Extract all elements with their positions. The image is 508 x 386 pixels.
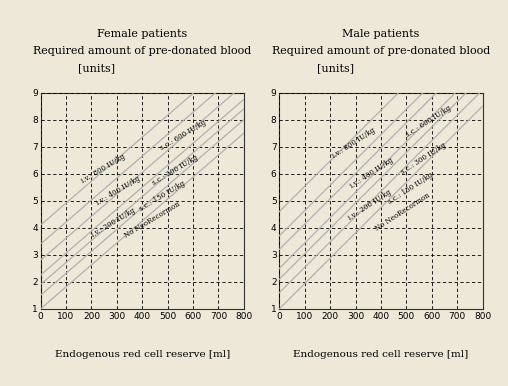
Text: i.v.: 200 IU/kg: i.v.: 200 IU/kg	[90, 206, 137, 239]
Text: s.c.: 600 IU/kg: s.c.: 600 IU/kg	[404, 103, 453, 139]
Text: s.c.: 300 IU/kg: s.c.: 300 IU/kg	[151, 154, 200, 187]
Text: [units]: [units]	[316, 63, 354, 73]
Text: i.v.: 800 IU/kg: i.v.: 800 IU/kg	[80, 152, 126, 185]
Text: Endogenous red cell reserve [ml]: Endogenous red cell reserve [ml]	[55, 350, 230, 359]
Text: Required amount of pre-donated blood: Required amount of pre-donated blood	[33, 46, 251, 56]
Text: Required amount of pre-donated blood: Required amount of pre-donated blood	[272, 46, 490, 56]
Text: s.c.: 150 IU/kg: s.c.: 150 IU/kg	[138, 179, 187, 213]
Text: Female patients: Female patients	[97, 29, 187, 39]
Text: [units]: [units]	[78, 63, 115, 73]
Text: No NeoRecormon: No NeoRecormon	[123, 200, 181, 240]
Text: Male patients: Male patients	[342, 29, 420, 39]
Text: i.v.: 200 IU/kg: i.v.: 200 IU/kg	[346, 188, 392, 222]
Text: No NeoRecormon: No NeoRecormon	[374, 192, 432, 233]
Text: Endogenous red cell reserve [ml]: Endogenous red cell reserve [ml]	[294, 350, 468, 359]
Text: i.v.: 800 IU/kg: i.v.: 800 IU/kg	[331, 126, 377, 160]
Text: s.c.: 150 IU/kg: s.c.: 150 IU/kg	[387, 171, 435, 206]
Text: s.c.: 300 IU/kg: s.c.: 300 IU/kg	[399, 141, 448, 176]
Text: i.v.: 400 IU/kg: i.v.: 400 IU/kg	[95, 175, 142, 207]
Text: s.c.: 600 IU/kg: s.c.: 600 IU/kg	[158, 119, 207, 152]
Text: i.v.: 400 IU/kg: i.v.: 400 IU/kg	[348, 156, 395, 190]
